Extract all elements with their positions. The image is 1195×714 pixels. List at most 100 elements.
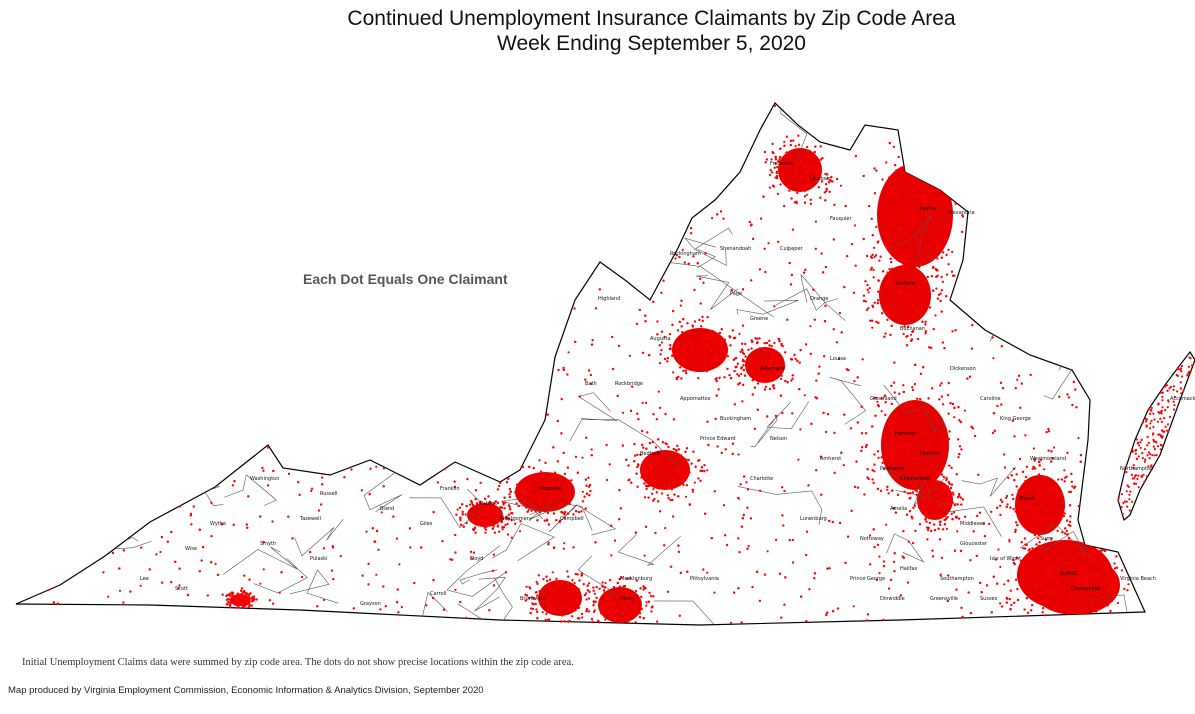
claimant-dot bbox=[951, 501, 955, 504]
claimant-dot bbox=[524, 486, 527, 489]
claimant-dot bbox=[442, 608, 446, 611]
claimant-dot bbox=[873, 192, 877, 195]
claimant-dot bbox=[903, 172, 906, 175]
claimant-dot bbox=[770, 158, 773, 161]
claimant-dot bbox=[714, 351, 717, 354]
claimant-dot bbox=[590, 454, 593, 457]
claimant-dot bbox=[510, 519, 513, 522]
claimant-dot bbox=[956, 530, 959, 533]
claimant-dot bbox=[247, 595, 250, 598]
claimant-dot bbox=[774, 350, 778, 353]
claimant-dot bbox=[585, 610, 588, 613]
claimant-dot bbox=[1048, 572, 1051, 575]
claimant-dot bbox=[641, 401, 644, 404]
county-boundary-50 bbox=[248, 375, 282, 410]
claimant-dot bbox=[1055, 580, 1059, 584]
claimant-dot bbox=[1032, 513, 1036, 516]
claimant-dot bbox=[548, 582, 551, 585]
claimant-dot bbox=[867, 307, 870, 310]
claimant-dot bbox=[746, 367, 749, 370]
claimant-dot bbox=[941, 196, 945, 199]
claimant-dot bbox=[753, 386, 757, 389]
claimant-dot bbox=[573, 598, 577, 601]
claimant-dot bbox=[563, 513, 566, 516]
claimant-dot bbox=[608, 463, 611, 466]
claimant-dot bbox=[924, 195, 928, 199]
claimant-dot bbox=[891, 421, 894, 425]
claimant-dot bbox=[912, 280, 916, 283]
claimant-dot bbox=[802, 164, 806, 167]
claimant-dot bbox=[708, 348, 712, 351]
claimant-dot bbox=[398, 563, 401, 566]
claimant-dot bbox=[1019, 406, 1022, 409]
claimant-dot bbox=[791, 159, 794, 162]
claimant-dot bbox=[936, 297, 940, 300]
claimant-dot bbox=[478, 505, 481, 508]
claimant-dot bbox=[890, 324, 893, 327]
claimant-dot bbox=[869, 319, 872, 322]
claimant-dot bbox=[699, 479, 702, 482]
claimant-dot bbox=[892, 192, 895, 195]
claimant-dot bbox=[577, 510, 581, 514]
claimant-dot bbox=[970, 425, 973, 428]
claimant-dot bbox=[917, 408, 920, 411]
claimant-dot bbox=[1066, 393, 1069, 396]
county-boundary-65 bbox=[38, 458, 93, 478]
county-boundary-24 bbox=[577, 392, 618, 422]
claimant-dot bbox=[931, 387, 934, 390]
claimant-dot bbox=[1092, 553, 1095, 556]
claimant-dot bbox=[1106, 589, 1110, 592]
claimant-dot bbox=[769, 169, 772, 172]
claimant-dot bbox=[779, 177, 782, 180]
claimant-dot bbox=[909, 443, 912, 446]
claimant-dot bbox=[545, 497, 548, 500]
claimant-dot bbox=[718, 336, 722, 340]
claimant-dot bbox=[1010, 603, 1013, 607]
claimant-dot bbox=[904, 259, 907, 263]
claimant-dot bbox=[943, 508, 946, 512]
claimant-dot bbox=[931, 549, 934, 552]
claimant-dot bbox=[756, 570, 759, 574]
claimant-dot bbox=[910, 425, 913, 428]
claimant-dot bbox=[750, 279, 753, 282]
claimant-dot bbox=[893, 391, 896, 394]
claimant-dot bbox=[645, 487, 648, 490]
claimant-dot bbox=[719, 210, 723, 213]
claimant-dot bbox=[255, 598, 258, 601]
claimant-dot bbox=[644, 478, 647, 481]
claimant-dot bbox=[634, 454, 637, 457]
claimant-dot bbox=[1083, 579, 1086, 582]
claimant-dot bbox=[1038, 516, 1041, 519]
claimant-dot bbox=[819, 196, 822, 199]
claimant-dot bbox=[508, 496, 511, 499]
county-boundary-27 bbox=[409, 488, 485, 529]
claimant-dot bbox=[852, 605, 855, 608]
claimant-dot bbox=[1009, 506, 1012, 509]
claimant-dot bbox=[877, 290, 880, 293]
claimant-dot bbox=[1088, 554, 1091, 557]
claimant-dot bbox=[652, 300, 655, 303]
county-boundary-52 bbox=[376, 223, 434, 240]
claimant-dot bbox=[436, 481, 439, 484]
claimant-dot bbox=[678, 320, 681, 323]
claimant-dot bbox=[813, 318, 816, 321]
claimant-dot bbox=[946, 599, 949, 603]
claimant-dot bbox=[869, 268, 872, 271]
claimant-dot bbox=[766, 550, 769, 553]
claimant-dot bbox=[915, 493, 919, 497]
claimant-dot bbox=[460, 523, 463, 527]
claimant-dot bbox=[927, 515, 930, 518]
claimant-dot bbox=[1070, 556, 1073, 560]
claimant-dot bbox=[941, 341, 945, 344]
claimant-dot bbox=[823, 191, 826, 194]
claimant-dot bbox=[746, 506, 749, 509]
claimant-dot bbox=[396, 601, 399, 604]
claimant-dot bbox=[645, 604, 648, 607]
claimant-dot bbox=[1059, 558, 1062, 561]
claimant-dot bbox=[947, 263, 950, 266]
claimant-dot bbox=[606, 594, 609, 597]
claimant-dot bbox=[672, 371, 675, 374]
claimant-dot bbox=[656, 620, 659, 623]
claimant-dot bbox=[809, 352, 812, 355]
claimant-dot bbox=[272, 602, 275, 605]
